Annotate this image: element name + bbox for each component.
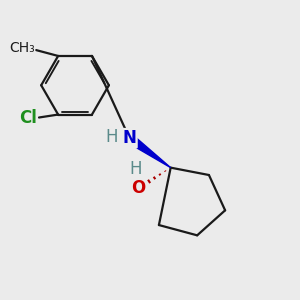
Text: O: O (131, 179, 146, 197)
Text: CH₃: CH₃ (9, 41, 34, 55)
Text: H: H (130, 160, 142, 178)
Text: H: H (106, 128, 118, 146)
Polygon shape (127, 134, 171, 168)
Text: Cl: Cl (19, 109, 37, 127)
Text: N: N (122, 129, 136, 147)
